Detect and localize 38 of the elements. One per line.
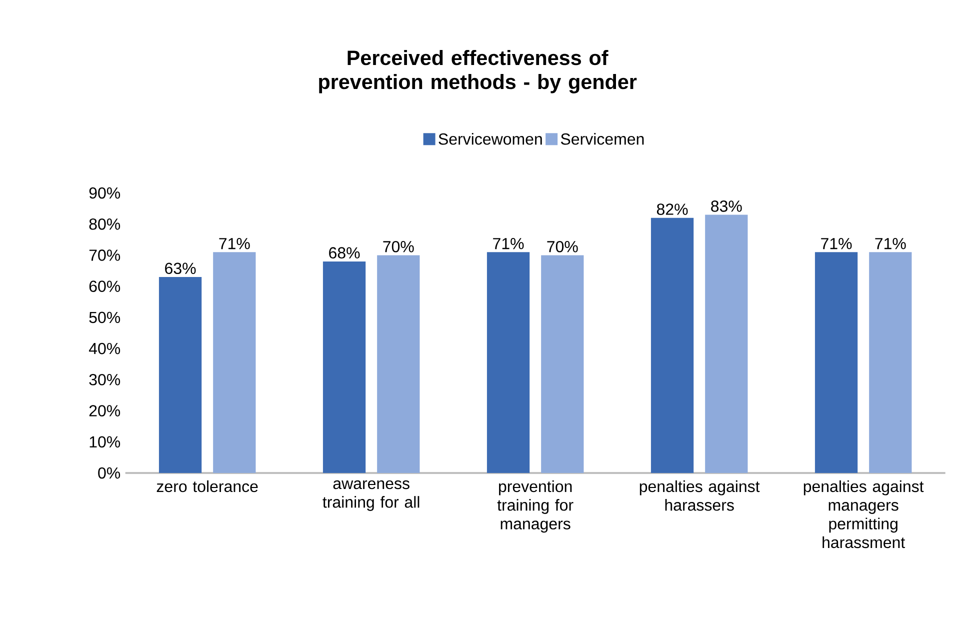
y-tick-label: 90%	[89, 187, 120, 199]
chart-title: Perceived effectiveness of prevention methods - by gender	[319, 50, 637, 94]
y-tick-label: 40%	[88, 342, 120, 354]
y-tick-label: 80%	[89, 218, 120, 230]
data-label: 82%	[656, 204, 688, 215]
bar	[486, 252, 530, 473]
data-label: 70%	[383, 240, 414, 252]
bar	[541, 255, 584, 473]
bar	[322, 261, 366, 473]
bar	[705, 214, 748, 473]
bar	[869, 252, 912, 473]
bar	[158, 276, 202, 473]
bar	[814, 252, 858, 473]
y-tick-label: 70%	[89, 250, 120, 261]
data-label: 71%	[219, 238, 250, 250]
y-tick-label: 30%	[89, 374, 120, 386]
x-tick-label: prevention training for managers	[497, 480, 574, 533]
bar	[377, 255, 420, 473]
bar	[650, 218, 694, 473]
data-label: 63%	[165, 262, 196, 274]
bar	[213, 252, 256, 473]
data-label: 68%	[329, 247, 360, 258]
legend-label: Servicemen	[560, 133, 644, 145]
data-label: 71%	[821, 238, 852, 250]
y-tick-label: 50%	[89, 312, 120, 324]
x-tick-label: penalties against harassers	[640, 480, 760, 511]
data-label: 71%	[875, 238, 906, 250]
legend-label: Servicewomen	[438, 133, 542, 145]
data-label: 83%	[711, 200, 742, 212]
x-tick-label: awareness training for all	[322, 480, 420, 511]
x-tick-label: zero tolerance	[156, 480, 258, 492]
data-label: 70%	[547, 240, 578, 252]
y-tick-label: 60%	[89, 280, 120, 292]
y-tick-label: 20%	[89, 405, 120, 416]
data-label: 71%	[493, 238, 524, 250]
y-tick-label: 0%	[98, 467, 120, 479]
x-tick-label: penalties against managers permitting harassment	[804, 480, 924, 548]
y-tick-label: 10%	[90, 436, 120, 448]
